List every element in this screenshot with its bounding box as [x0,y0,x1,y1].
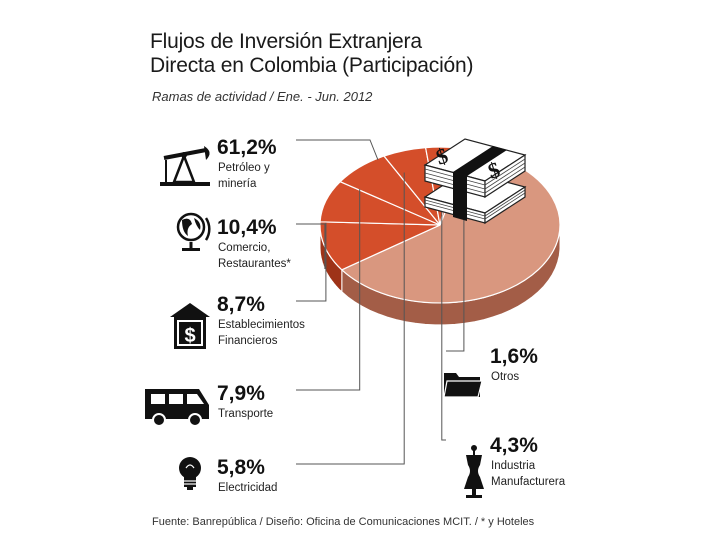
title-line-1: Flujos de Inversión Extranjera [150,30,422,53]
oil-pump-icon [160,146,210,186]
value-label-otros: 1,6% [490,345,538,368]
dollar-bills-icon: $ $ [423,138,527,225]
value-label-industria-manufacturera: 4,3% [490,434,538,457]
lightbulb-icon [179,457,201,490]
chart-title: Flujos de Inversión Extranjera Directa e… [150,30,474,78]
category-label-establecimientos-financieros: Financieros [218,335,278,347]
svg-text:$: $ [184,325,195,347]
leader-lines [296,139,465,465]
leader-industria-manufacturera [441,169,446,441]
category-label-establecimientos-financieros: Establecimientos [218,319,305,331]
leader-petroleo-y-mineria [296,139,379,161]
slice-labels: 61,2% Petróleo y minería 10,4% Comercio, Rest… [217,136,566,494]
bank-dollar-icon: $ [170,303,210,349]
value-label-comercio-restaurantes: 10,4% [217,216,277,239]
title-line-2: Directa en Colombia (Participación) [150,54,474,77]
category-icons: $ [145,146,484,498]
category-label-otros: Otros [491,371,519,383]
leader-establecimientos-financieros [296,222,327,302]
leader-transporte [296,189,361,391]
leader-otros [446,170,465,352]
category-label-comercio-restaurantes: Comercio, [218,242,270,254]
category-label-electricidad: Electricidad [218,482,277,494]
category-label-industria-manufacturera: Manufacturera [491,476,566,488]
globe-icon [176,212,211,251]
category-label-comercio-restaurantes: Restaurantes* [218,258,291,270]
category-label-petroleo-y-mineria: Petróleo y [218,162,270,174]
value-label-petroleo-y-mineria: 61,2% [217,136,277,159]
leader-electricidad [296,172,405,465]
folder-icon [443,373,483,398]
value-label-transporte: 7,9% [217,382,265,405]
dress-form-icon [464,445,484,498]
value-label-electricidad: 5,8% [217,456,265,479]
category-label-industria-manufacturera: Industria [491,460,536,472]
category-label-petroleo-y-mineria: minería [218,178,257,190]
source-note: Fuente: Banrepública / Diseño: Oficina d… [152,516,535,528]
chart-subtitle: Ramas de actividad / Ene. - Jun. 2012 [152,89,373,104]
van-icon [145,389,209,427]
category-label-transporte: Transporte [218,408,273,420]
leader-comercio-restaurantes [296,223,326,269]
value-label-establecimientos-financieros: 8,7% [217,293,265,316]
